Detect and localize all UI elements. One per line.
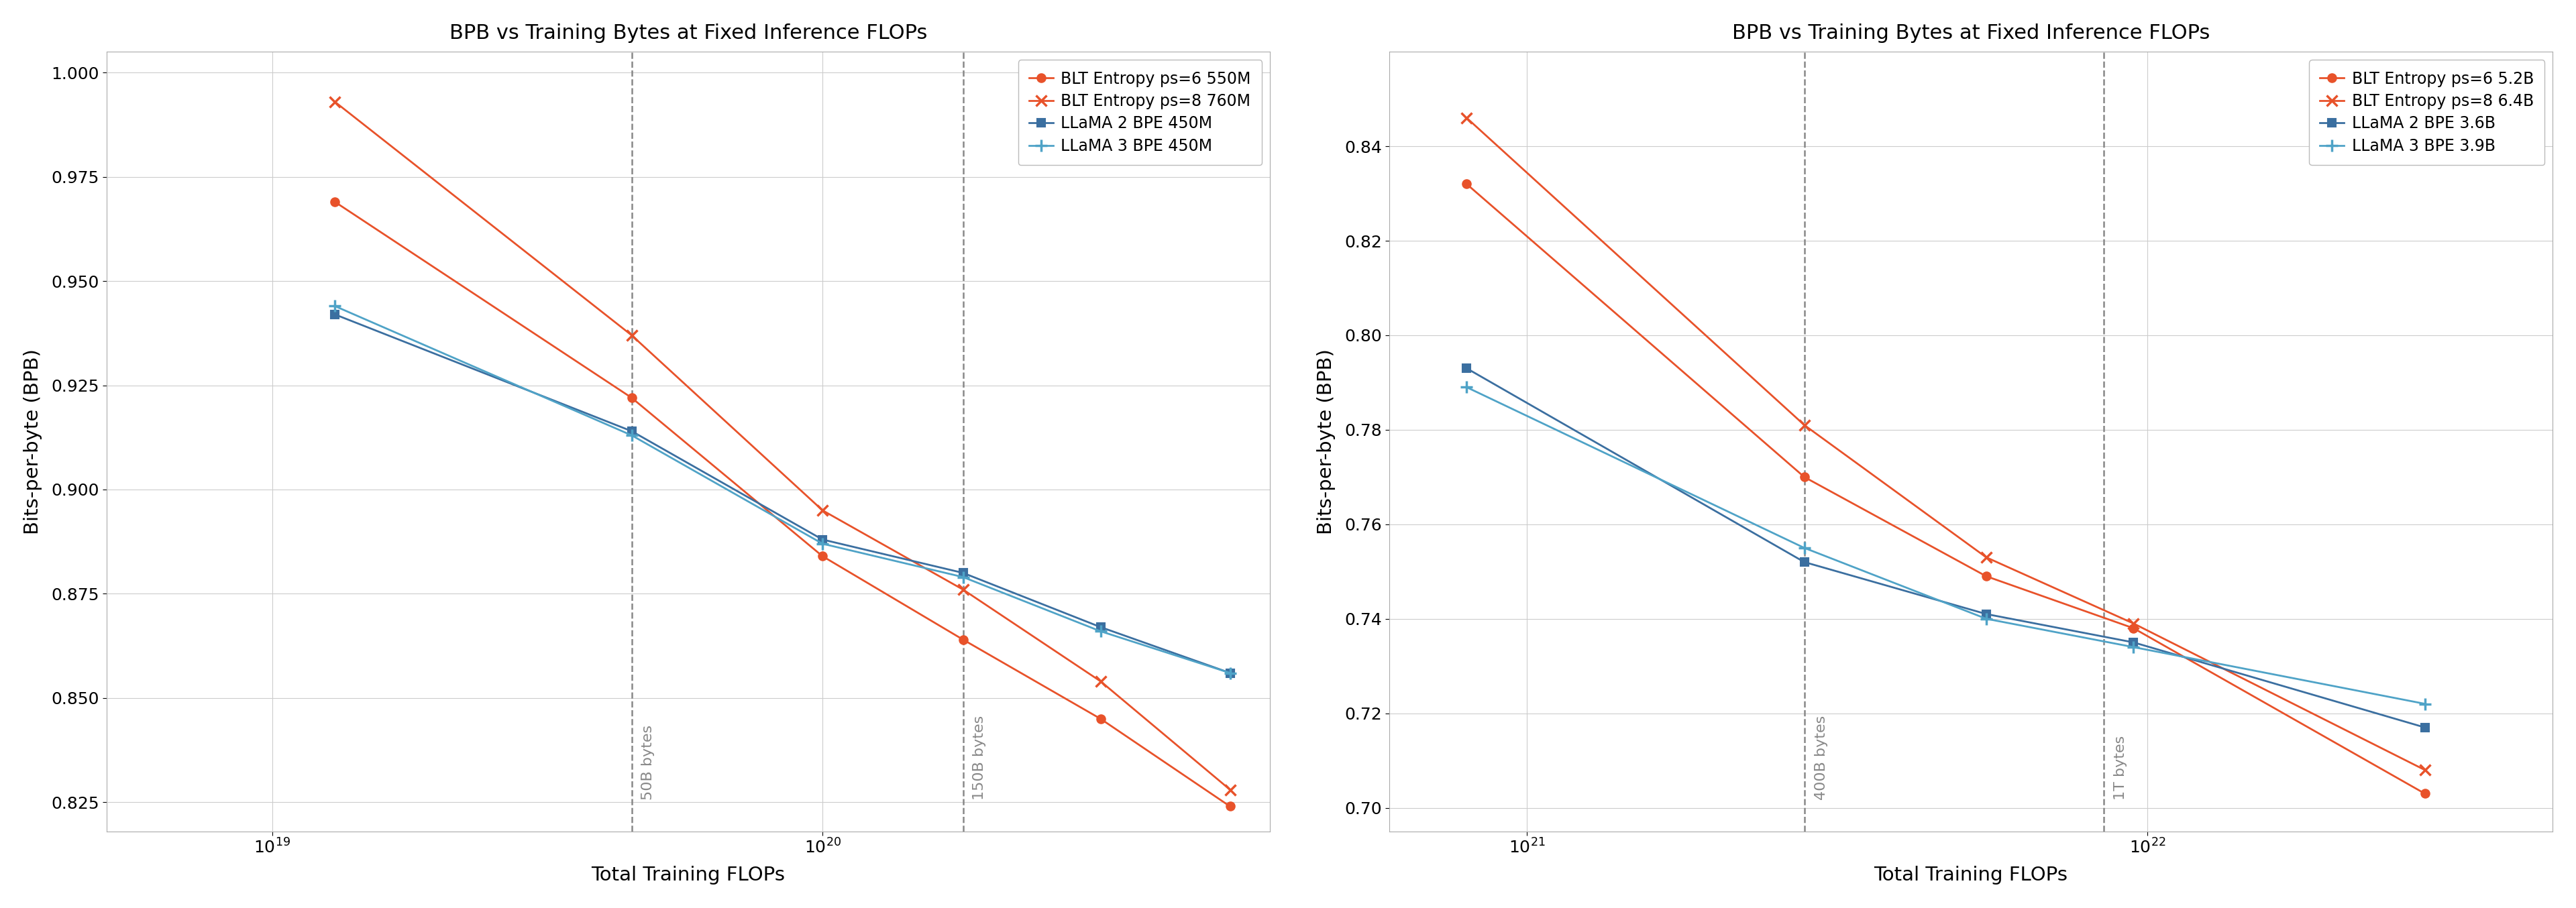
Legend: BLT Entropy ps=6 5.2B, BLT Entropy ps=8 6.4B, LLaMA 2 BPE 3.6B, LLaMA 3 BPE 3.9B: BLT Entropy ps=6 5.2B, BLT Entropy ps=8 … (2308, 60, 2545, 165)
LLaMA 2 BPE 3.6B (1971, 608, 2002, 619)
BLT Entropy ps=8 760M (806, 505, 837, 516)
BLT Entropy ps=8 760M (1216, 785, 1247, 795)
Title: BPB vs Training Bytes at Fixed Inference FLOPs: BPB vs Training Bytes at Fixed Inference… (1731, 24, 2210, 43)
Title: BPB vs Training Bytes at Fixed Inference FLOPs: BPB vs Training Bytes at Fixed Inference… (448, 24, 927, 43)
LLaMA 3 BPE 3.9B (1971, 613, 2002, 624)
LLaMA 2 BPE 3.6B (1450, 363, 1481, 374)
Line: LLaMA 3 BPE 3.9B: LLaMA 3 BPE 3.9B (1461, 381, 2432, 710)
BLT Entropy ps=8 760M (1084, 676, 1115, 686)
BLT Entropy ps=8 760M (616, 330, 647, 340)
BLT Entropy ps=6 550M (948, 634, 979, 645)
LLaMA 2 BPE 450M (948, 568, 979, 578)
BLT Entropy ps=6 5.2B (2117, 623, 2148, 634)
LLaMA 3 BPE 3.9B (1450, 381, 1481, 392)
BLT Entropy ps=8 6.4B (1788, 419, 1819, 430)
LLaMA 3 BPE 450M (1084, 626, 1115, 637)
LLaMA 3 BPE 3.9B (2409, 698, 2439, 709)
BLT Entropy ps=8 6.4B (2409, 765, 2439, 775)
BLT Entropy ps=6 550M (1216, 801, 1247, 812)
BLT Entropy ps=8 6.4B (1450, 113, 1481, 123)
LLaMA 2 BPE 450M (806, 534, 837, 545)
Y-axis label: Bits-per-byte (BPB): Bits-per-byte (BPB) (1316, 349, 1334, 535)
BLT Entropy ps=6 550M (319, 196, 350, 207)
LLaMA 2 BPE 3.6B (2117, 637, 2148, 647)
LLaMA 2 BPE 3.6B (2409, 722, 2439, 733)
BLT Entropy ps=6 5.2B (1971, 571, 2002, 582)
BLT Entropy ps=8 6.4B (1971, 552, 2002, 563)
Text: 1T bytes: 1T bytes (2115, 735, 2128, 800)
BLT Entropy ps=8 6.4B (2117, 618, 2148, 629)
Line: LLaMA 2 BPE 3.6B: LLaMA 2 BPE 3.6B (1463, 365, 2429, 731)
LLaMA 2 BPE 450M (616, 426, 647, 437)
LLaMA 2 BPE 450M (1084, 622, 1115, 633)
Line: BLT Entropy ps=6 5.2B: BLT Entropy ps=6 5.2B (1463, 180, 2429, 798)
Line: LLaMA 3 BPE 450M: LLaMA 3 BPE 450M (330, 300, 1236, 679)
LLaMA 3 BPE 450M (948, 572, 979, 583)
BLT Entropy ps=8 760M (319, 96, 350, 107)
Line: BLT Entropy ps=6 550M: BLT Entropy ps=6 550M (330, 198, 1234, 811)
X-axis label: Total Training FLOPs: Total Training FLOPs (592, 866, 786, 884)
BLT Entropy ps=6 5.2B (1788, 471, 1819, 482)
Text: 400B bytes: 400B bytes (1816, 716, 1829, 800)
Text: 150B bytes: 150B bytes (971, 716, 987, 800)
BLT Entropy ps=6 5.2B (2409, 788, 2439, 799)
LLaMA 2 BPE 3.6B (1788, 557, 1819, 568)
BLT Entropy ps=8 760M (948, 584, 979, 595)
LLaMA 3 BPE 450M (616, 429, 647, 440)
LLaMA 2 BPE 450M (1216, 667, 1247, 678)
LLaMA 2 BPE 450M (319, 309, 350, 320)
LLaMA 3 BPE 3.9B (1788, 542, 1819, 553)
Text: 50B bytes: 50B bytes (641, 725, 654, 800)
BLT Entropy ps=6 550M (616, 392, 647, 403)
BLT Entropy ps=6 550M (1084, 714, 1115, 725)
Y-axis label: Bits-per-byte (BPB): Bits-per-byte (BPB) (23, 349, 41, 535)
Line: BLT Entropy ps=8 6.4B: BLT Entropy ps=8 6.4B (1461, 113, 2429, 775)
LLaMA 3 BPE 450M (1216, 667, 1247, 678)
LLaMA 3 BPE 3.9B (2117, 642, 2148, 653)
BLT Entropy ps=6 5.2B (1450, 179, 1481, 190)
Line: LLaMA 2 BPE 450M: LLaMA 2 BPE 450M (332, 311, 1234, 676)
LLaMA 3 BPE 450M (806, 538, 837, 549)
BLT Entropy ps=6 550M (806, 551, 837, 562)
X-axis label: Total Training FLOPs: Total Training FLOPs (1873, 866, 2069, 884)
LLaMA 3 BPE 450M (319, 301, 350, 311)
Line: BLT Entropy ps=8 760M: BLT Entropy ps=8 760M (330, 96, 1234, 795)
Legend: BLT Entropy ps=6 550M, BLT Entropy ps=8 760M, LLaMA 2 BPE 450M, LLaMA 3 BPE 450M: BLT Entropy ps=6 550M, BLT Entropy ps=8 … (1018, 60, 1262, 165)
